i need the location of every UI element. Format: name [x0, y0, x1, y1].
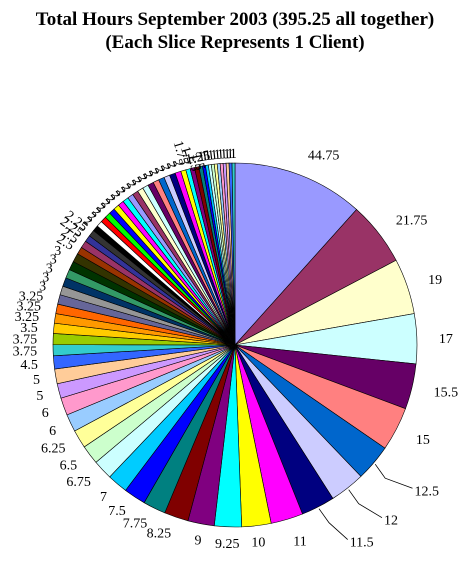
slice-label: 9	[195, 534, 202, 549]
chart-title: Total Hours September 2003 (395.25 all t…	[0, 8, 470, 54]
slice-label: 12	[384, 514, 398, 529]
slice-label: 3.25	[15, 310, 40, 325]
slice-label: 5	[33, 373, 40, 388]
slice-label: 44.75	[308, 149, 340, 164]
slice-label: 1	[223, 147, 231, 162]
slice-label: 21.75	[396, 214, 428, 229]
slice-label: 10	[251, 536, 265, 551]
slice-label: 3	[50, 253, 57, 268]
slice-label: 1	[197, 149, 206, 165]
slice-label: 1.5	[189, 151, 207, 171]
slice-label: 1	[200, 149, 209, 165]
slice-label: 6	[42, 406, 49, 421]
slice-label: 1	[220, 147, 228, 162]
slice-label: 1	[217, 147, 225, 162]
slice-label: 9.25	[215, 537, 240, 552]
slice-label: 3	[46, 262, 53, 277]
slice-label: 6	[49, 424, 56, 439]
leader-lines	[318, 463, 413, 540]
slice-label: 19	[428, 273, 442, 288]
slice-label: 1.5	[184, 152, 203, 173]
slice-label: 3.75	[13, 333, 38, 348]
slice-label: 1	[203, 148, 212, 164]
slice-label: 6.75	[66, 475, 91, 490]
slice-label: 3	[39, 280, 46, 295]
slice-label: 1	[230, 147, 237, 162]
slice-label: 1	[227, 147, 234, 162]
slice-label: 7.5	[108, 504, 126, 519]
leader-line	[348, 489, 383, 519]
slice-label: 7	[100, 490, 107, 505]
slice-label: 15.5	[434, 386, 459, 401]
slice-label: 3.25	[17, 300, 42, 315]
slice-label: 3	[54, 244, 61, 259]
pie-slices	[52, 162, 418, 528]
slice-label: 1	[210, 148, 219, 164]
slice-label: 11	[293, 535, 306, 550]
slice-label: 3.75	[13, 345, 38, 360]
slice-label: 2	[169, 158, 185, 169]
slice-label: 8.25	[147, 526, 172, 541]
chart-title-line1: Total Hours September 2003 (395.25 all t…	[35, 9, 435, 30]
slice-label: 4.5	[20, 358, 38, 373]
slice-label: 7.75	[123, 517, 148, 532]
slice-label: 3	[42, 271, 49, 286]
pie-slice	[234, 162, 357, 346]
slice-label: 1	[213, 148, 221, 164]
leader-line	[374, 463, 413, 489]
slice-label: 5	[36, 389, 43, 404]
slice-label: 1.5	[177, 145, 196, 166]
slice-label: 6.25	[41, 441, 66, 456]
slice-label: 1	[207, 148, 216, 164]
slice-label: 11.5	[350, 536, 374, 551]
slice-label: 3.25	[19, 289, 44, 304]
slice-label: 12.5	[415, 484, 440, 499]
slice-label: 17	[439, 332, 453, 347]
slice-label: 2	[163, 159, 179, 171]
slice-label: 3.5	[20, 321, 38, 336]
slice-label: 1.25	[185, 148, 212, 167]
pie-slice	[231, 162, 236, 346]
leader-line	[318, 508, 348, 540]
slice-label: 1.75	[170, 139, 191, 167]
slice-label: 6.5	[60, 458, 78, 473]
slice-label: 15	[416, 433, 430, 448]
chart-title-line2: (Each Slice Represents 1 Client)	[105, 32, 365, 53]
